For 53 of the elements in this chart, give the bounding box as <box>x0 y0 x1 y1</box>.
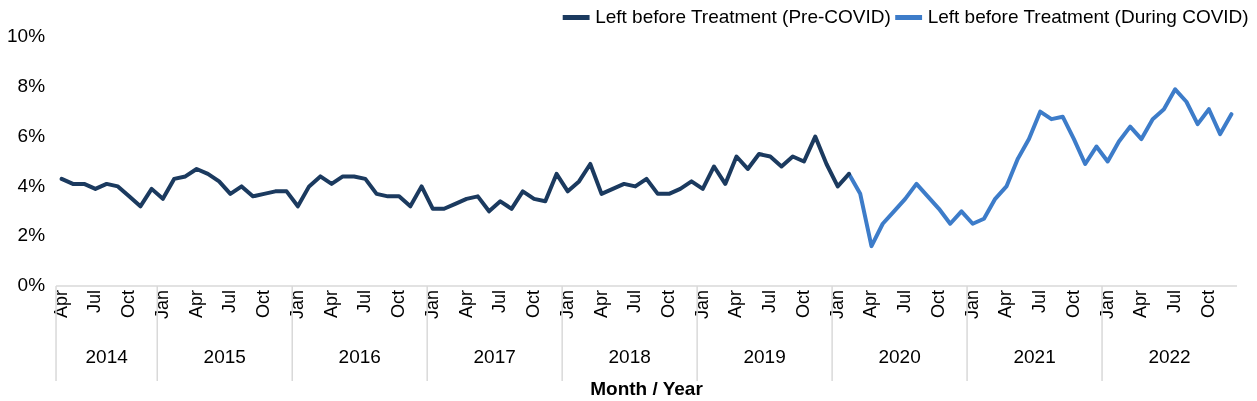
x-tick-label: Jan <box>556 289 577 320</box>
x-tick-label: Jan <box>151 289 172 320</box>
legend-label: Left before Treatment (Pre-COVID) <box>595 5 891 27</box>
x-tick-label: Jan <box>691 289 712 320</box>
y-tick-label: 10% <box>7 25 46 47</box>
x-tick-label: Oct <box>657 289 678 318</box>
x-tick-label: Apr <box>455 289 476 318</box>
x-axis-title: Month / Year <box>590 378 704 400</box>
x-tick-label: Jul <box>489 289 510 313</box>
x-tick-label: Oct <box>388 289 409 318</box>
x-tick-label: Jan <box>1096 289 1117 320</box>
y-tick-label: 6% <box>17 124 46 146</box>
text: 2021 <box>1013 346 1056 368</box>
x-tick-label: Jul <box>894 289 915 313</box>
text: 2018 <box>608 346 651 368</box>
x-tick-label: Apr <box>590 289 611 318</box>
y-tick-label: 2% <box>17 224 46 246</box>
text: 2014 <box>85 346 129 368</box>
x-tick-label: Jul <box>759 289 780 313</box>
x-tick-label: Jan <box>421 289 442 320</box>
legend-label: Left before Treatment (During COVID) <box>927 5 1249 27</box>
x-tick-label: Apr <box>725 289 746 318</box>
x-tick-label: Apr <box>995 289 1016 318</box>
x-tick-label: Apr <box>1130 289 1151 318</box>
text: 2019 <box>743 346 786 368</box>
y-tick-label: 8% <box>17 75 46 97</box>
y-tick-label: 4% <box>17 174 46 196</box>
x-tick-label: Jan <box>286 289 307 320</box>
x-tick-label: Jul <box>219 289 240 313</box>
x-tick-label: Apr <box>50 289 71 318</box>
y-tick-label: 0% <box>17 274 46 296</box>
text: 2016 <box>338 346 381 368</box>
x-tick-label: Jan <box>961 289 982 320</box>
text: 2015 <box>203 346 246 368</box>
x-tick-label: Oct <box>253 289 274 318</box>
x-tick-label: Apr <box>860 289 881 318</box>
x-tick-label: Oct <box>1062 289 1083 318</box>
x-tick-label: Jul <box>1164 289 1185 313</box>
text: 2022 <box>1148 346 1191 368</box>
x-tick-label: Apr <box>320 289 341 318</box>
x-tick-label: Oct <box>792 289 813 318</box>
x-tick-label: Jul <box>84 289 105 313</box>
x-tick-label: Jan <box>826 289 847 320</box>
x-tick-label: Oct <box>118 289 139 318</box>
x-tick-label: Oct <box>1197 289 1218 318</box>
text: 2017 <box>473 346 516 368</box>
x-tick-label: Oct <box>927 289 948 318</box>
text: 2020 <box>878 346 921 368</box>
x-tick-label: Oct <box>523 289 544 318</box>
x-tick-label: Apr <box>185 289 206 318</box>
x-tick-label: Jul <box>354 289 375 313</box>
x-tick-label: Jul <box>624 289 645 313</box>
x-tick-label: Jul <box>1029 289 1050 313</box>
